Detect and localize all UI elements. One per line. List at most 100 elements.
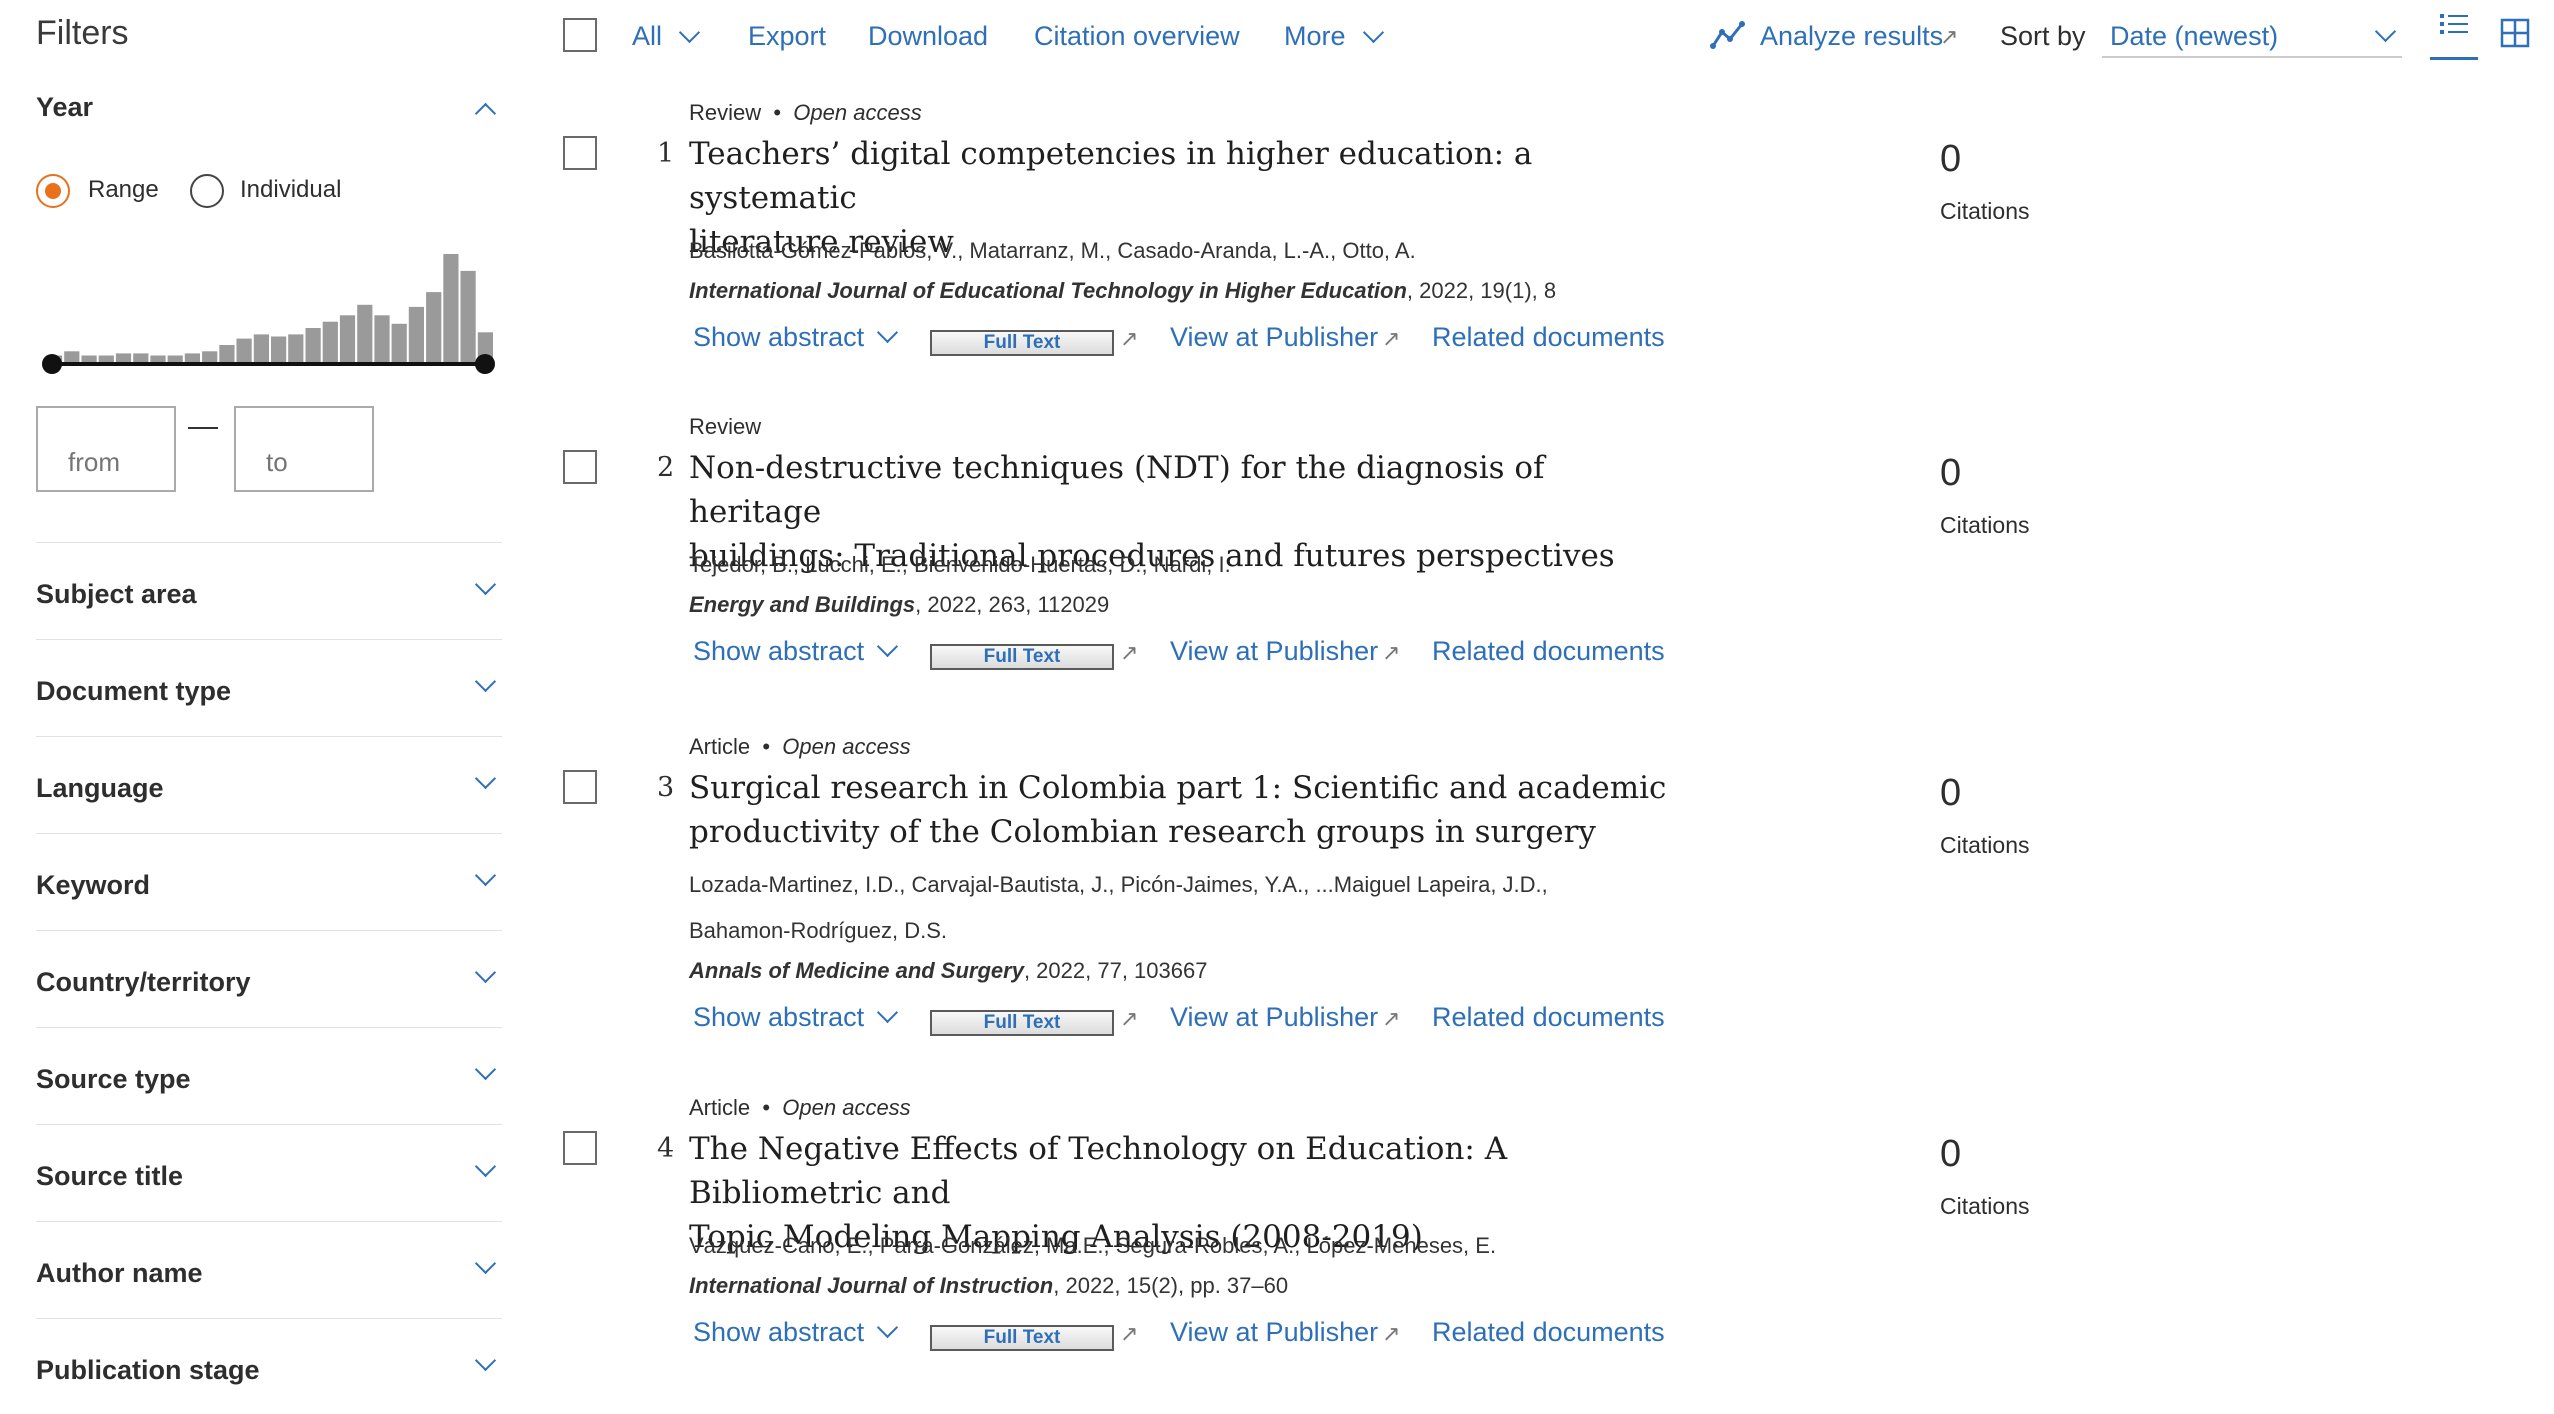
- histogram-bar: [98, 355, 114, 364]
- view-at-publisher-link[interactable]: View at Publisher: [1170, 1317, 1379, 1347]
- histogram-bar: [133, 353, 149, 364]
- full-text-button[interactable]: Full Text: [930, 1325, 1114, 1351]
- view-at-publisher-link[interactable]: View at Publisher: [1170, 322, 1379, 352]
- view-at-publisher-link[interactable]: View at Publisher: [1170, 1002, 1379, 1032]
- histogram-bar: [64, 351, 80, 364]
- filter-country-territory[interactable]: Country/territory: [36, 930, 502, 1026]
- related-documents-link[interactable]: Related documents: [1432, 1317, 1665, 1347]
- filter-source-type[interactable]: Source type: [36, 1027, 502, 1123]
- journal-title[interactable]: Energy and Buildings: [689, 592, 916, 617]
- show-abstract-button[interactable]: Show abstract: [693, 1317, 865, 1347]
- more-dropdown[interactable]: More: [1284, 21, 1346, 51]
- chevron-down-icon[interactable]: [474, 961, 497, 984]
- filter-source-title[interactable]: Source title: [36, 1124, 502, 1220]
- filter-keyword[interactable]: Keyword: [36, 833, 502, 929]
- chevron-down-icon[interactable]: [474, 767, 497, 790]
- show-abstract-button[interactable]: Show abstract: [693, 322, 865, 352]
- journal-title[interactable]: International Journal of Instruction: [689, 1273, 1054, 1298]
- all-dropdown[interactable]: All: [632, 21, 663, 51]
- chevron-down-icon[interactable]: [678, 21, 701, 44]
- chevron-down-icon[interactable]: [474, 670, 497, 693]
- result-checkbox[interactable]: [563, 136, 597, 170]
- citation-count[interactable]: 0: [1940, 1133, 1962, 1175]
- chevron-down-icon[interactable]: [876, 1001, 899, 1024]
- grid-view-icon[interactable]: [2500, 18, 2530, 48]
- full-text-button[interactable]: Full Text: [930, 1010, 1114, 1036]
- journal-title[interactable]: Annals of Medicine and Surgery: [689, 958, 1024, 983]
- full-text-button[interactable]: Full Text: [930, 330, 1114, 356]
- histogram-bar: [339, 315, 356, 364]
- analyze-results-link[interactable]: Analyze results: [1760, 21, 1944, 51]
- related-documents-link[interactable]: Related documents: [1432, 636, 1665, 666]
- histogram-bar: [202, 351, 218, 364]
- analyze-chart-icon[interactable]: [1710, 20, 1746, 50]
- export-button[interactable]: Export: [748, 21, 827, 51]
- result-title-link[interactable]: Non-destructive techniques (NDT) for the…: [689, 446, 1669, 578]
- result-authors[interactable]: Vázquez-Cano, E., Parra-González, Ma.E.,…: [689, 1233, 1497, 1258]
- full-text-button[interactable]: Full Text: [930, 644, 1114, 670]
- year-range-dash: [188, 427, 218, 429]
- histogram-bar: [219, 345, 235, 364]
- meta-separator: •: [761, 100, 794, 125]
- chevron-down-icon[interactable]: [474, 1058, 497, 1081]
- filter-label: Keyword: [36, 870, 151, 900]
- chevron-down-icon[interactable]: [876, 321, 899, 344]
- select-all-checkbox[interactable]: [563, 18, 597, 52]
- show-abstract-button[interactable]: Show abstract: [693, 1002, 865, 1032]
- result-authors[interactable]: Basilotta-Gómez-Pablos, V., Matarranz, M…: [689, 238, 1416, 263]
- filter-language[interactable]: Language: [36, 736, 502, 832]
- year-from-input[interactable]: [36, 406, 176, 492]
- slider-right-handle[interactable]: [475, 354, 495, 374]
- result-checkbox[interactable]: [563, 450, 597, 484]
- list-view-icon: [2440, 14, 2468, 34]
- citation-overview-button[interactable]: Citation overview: [1034, 21, 1240, 51]
- external-link-icon: ↗: [1120, 640, 1139, 665]
- result-authors[interactable]: Tejedor, B., Lucchi, E., Bienvenido-Huer…: [689, 552, 1231, 577]
- slider-left-handle[interactable]: [42, 354, 62, 374]
- filter-document-type[interactable]: Document type: [36, 639, 502, 735]
- sort-select[interactable]: [2102, 12, 2402, 58]
- histogram-bar: [184, 353, 200, 364]
- result-checkbox[interactable]: [563, 1131, 597, 1165]
- year-to-input[interactable]: [234, 406, 374, 492]
- chevron-down-icon[interactable]: [876, 1316, 899, 1339]
- range-label: Range: [88, 176, 159, 203]
- related-documents-link[interactable]: Related documents: [1432, 322, 1665, 352]
- individual-radio[interactable]: [190, 174, 224, 208]
- download-button[interactable]: Download: [868, 21, 989, 51]
- year-slider-track[interactable]: [50, 362, 486, 366]
- result-authors[interactable]: Lozada-Martinez, I.D., Carvajal-Bautista…: [689, 872, 1548, 897]
- chevron-down-icon[interactable]: [876, 635, 899, 658]
- result-meta: Article • Open access: [689, 1095, 911, 1121]
- result-meta: Review: [689, 414, 761, 440]
- chevron-down-icon[interactable]: [474, 864, 497, 887]
- range-radio[interactable]: [36, 174, 70, 208]
- result-title-link[interactable]: The Negative Effects of Technology on Ed…: [689, 1127, 1669, 1259]
- filter-publication-stage[interactable]: Publication stage: [36, 1318, 502, 1414]
- filter-subject-area[interactable]: Subject area: [36, 542, 502, 638]
- chevron-down-icon[interactable]: [474, 1252, 497, 1275]
- result-meta: Article • Open access: [689, 734, 911, 760]
- chevron-down-icon[interactable]: [474, 1155, 497, 1178]
- citation-count[interactable]: 0: [1940, 772, 1962, 814]
- show-abstract-button[interactable]: Show abstract: [693, 636, 865, 666]
- title-line: The Negative Effects of Technology on Ed…: [689, 1131, 1508, 1211]
- year-filter-title[interactable]: Year: [36, 92, 94, 122]
- journal-title[interactable]: International Journal of Educational Tec…: [689, 278, 1407, 303]
- related-documents-link[interactable]: Related documents: [1432, 1002, 1665, 1032]
- result-checkbox[interactable]: [563, 770, 597, 804]
- result-title-link[interactable]: Surgical research in Colombia part 1: Sc…: [689, 766, 1669, 854]
- filter-label: Source type: [36, 1064, 191, 1094]
- citation-count[interactable]: 0: [1940, 138, 1962, 180]
- chevron-up-icon[interactable]: [474, 102, 497, 125]
- result-authors[interactable]: Bahamon-Rodríguez, D.S.: [689, 918, 948, 943]
- chevron-down-icon[interactable]: [474, 1349, 497, 1372]
- chevron-down-icon[interactable]: [474, 573, 497, 596]
- citation-count[interactable]: 0: [1940, 452, 1962, 494]
- citations-label: Citations: [1940, 198, 2030, 224]
- result-title-link[interactable]: Teachers’ digital competencies in higher…: [689, 132, 1669, 264]
- filter-author-name[interactable]: Author name: [36, 1221, 502, 1317]
- list-view-button[interactable]: [2430, 2, 2478, 60]
- view-at-publisher-link[interactable]: View at Publisher: [1170, 636, 1379, 666]
- chevron-down-icon[interactable]: [1362, 21, 1385, 44]
